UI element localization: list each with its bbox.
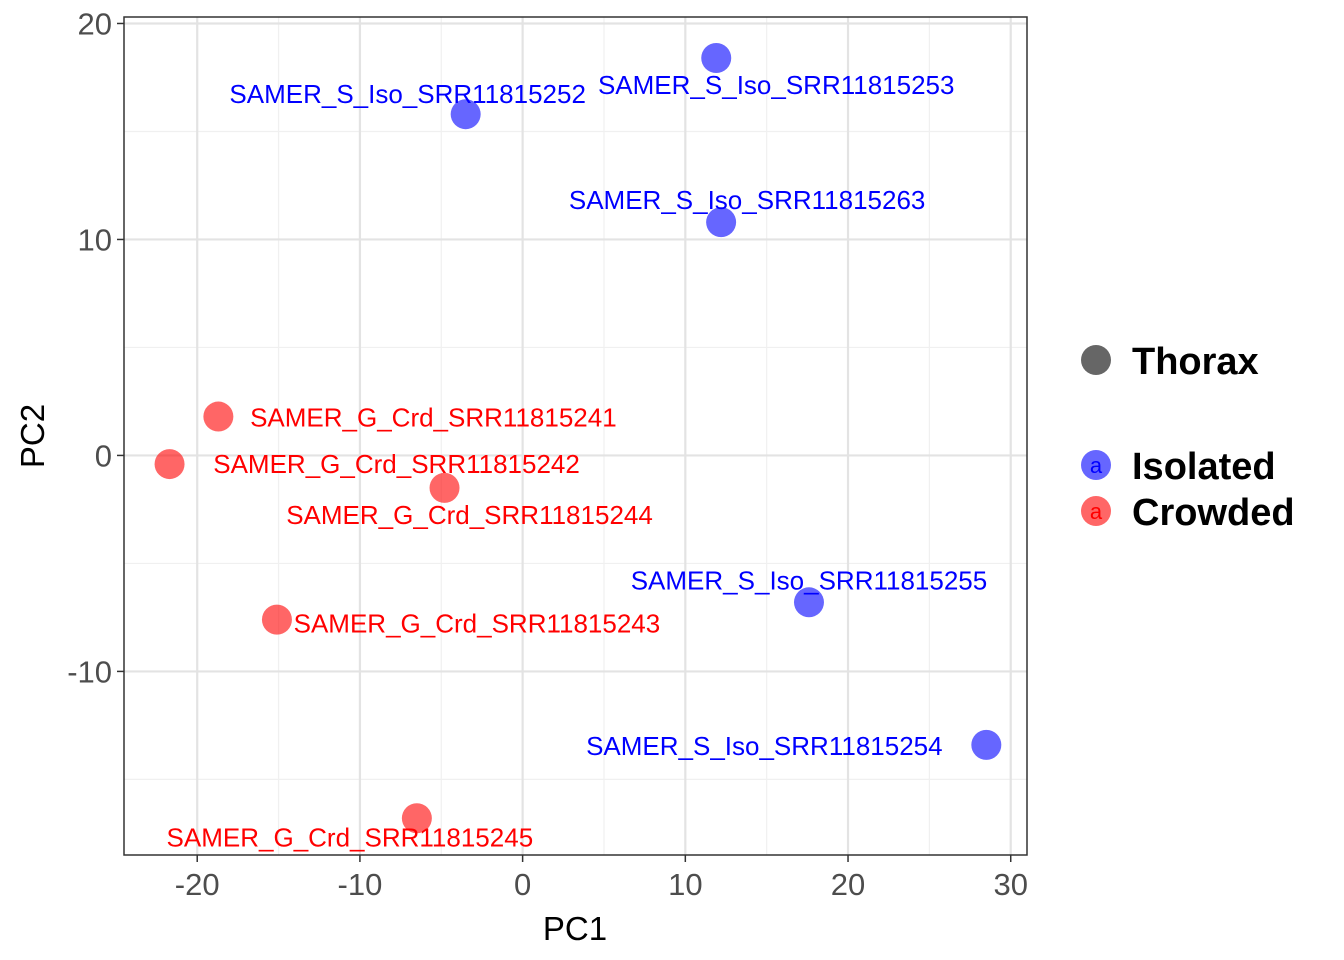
data-point	[971, 729, 1002, 760]
y-tick-label: 10	[78, 222, 112, 257]
x-tick-label: -20	[175, 867, 220, 902]
x-tick-label: 20	[831, 867, 865, 902]
point-label: SAMER_G_Crd_SRR11815241	[250, 403, 617, 433]
legend: Thorax a Isolated a Crowded	[1081, 341, 1295, 534]
point-label: SAMER_G_Crd_SRR11815242	[213, 449, 580, 479]
y-tick-label: 20	[78, 6, 112, 41]
x-tick-label: 10	[668, 867, 702, 902]
data-point	[154, 449, 185, 480]
data-point	[401, 803, 432, 834]
y-tick-label: 0	[95, 438, 112, 473]
point-label: SAMER_S_Iso_SRR11815263	[569, 185, 926, 215]
legend-thorax-label: Thorax	[1132, 341, 1259, 383]
point-label: SAMER_G_Crd_SRR11815244	[286, 500, 653, 530]
y-axis-title: PC2	[14, 404, 51, 468]
legend-key-glyph: a	[1090, 453, 1103, 478]
x-tick-label: -10	[338, 867, 383, 902]
data-point	[793, 587, 824, 618]
legend-key-isolated	[1081, 450, 1111, 480]
y-tick-label: -10	[67, 654, 112, 689]
point-label: SAMER_G_Crd_SRR11815245	[167, 822, 534, 852]
legend-thorax-key	[1081, 345, 1111, 375]
data-point	[203, 401, 234, 432]
x-tick-label: 0	[514, 867, 531, 902]
x-tick-label: 30	[993, 867, 1027, 902]
legend-label-crowded: Crowded	[1132, 492, 1295, 534]
data-point	[701, 43, 732, 74]
data-point	[450, 99, 481, 130]
legend-key-crowded	[1081, 496, 1111, 526]
data-point	[261, 604, 292, 635]
plot-panel-border	[123, 16, 1028, 856]
x-axis-title: PC1	[543, 910, 607, 947]
point-label: SAMER_G_Crd_SRR11815243	[294, 609, 661, 639]
data-point	[429, 472, 460, 503]
data-point	[706, 207, 737, 238]
point-label: SAMER_S_Iso_SRR11815253	[598, 70, 955, 100]
legend-label-isolated: Isolated	[1132, 446, 1276, 488]
legend-key-glyph: a	[1090, 499, 1103, 524]
point-label: SAMER_S_Iso_SRR11815255	[631, 565, 988, 595]
point-label: SAMER_S_Iso_SRR11815254	[586, 731, 943, 761]
point-label: SAMER_S_Iso_SRR11815252	[229, 79, 586, 109]
